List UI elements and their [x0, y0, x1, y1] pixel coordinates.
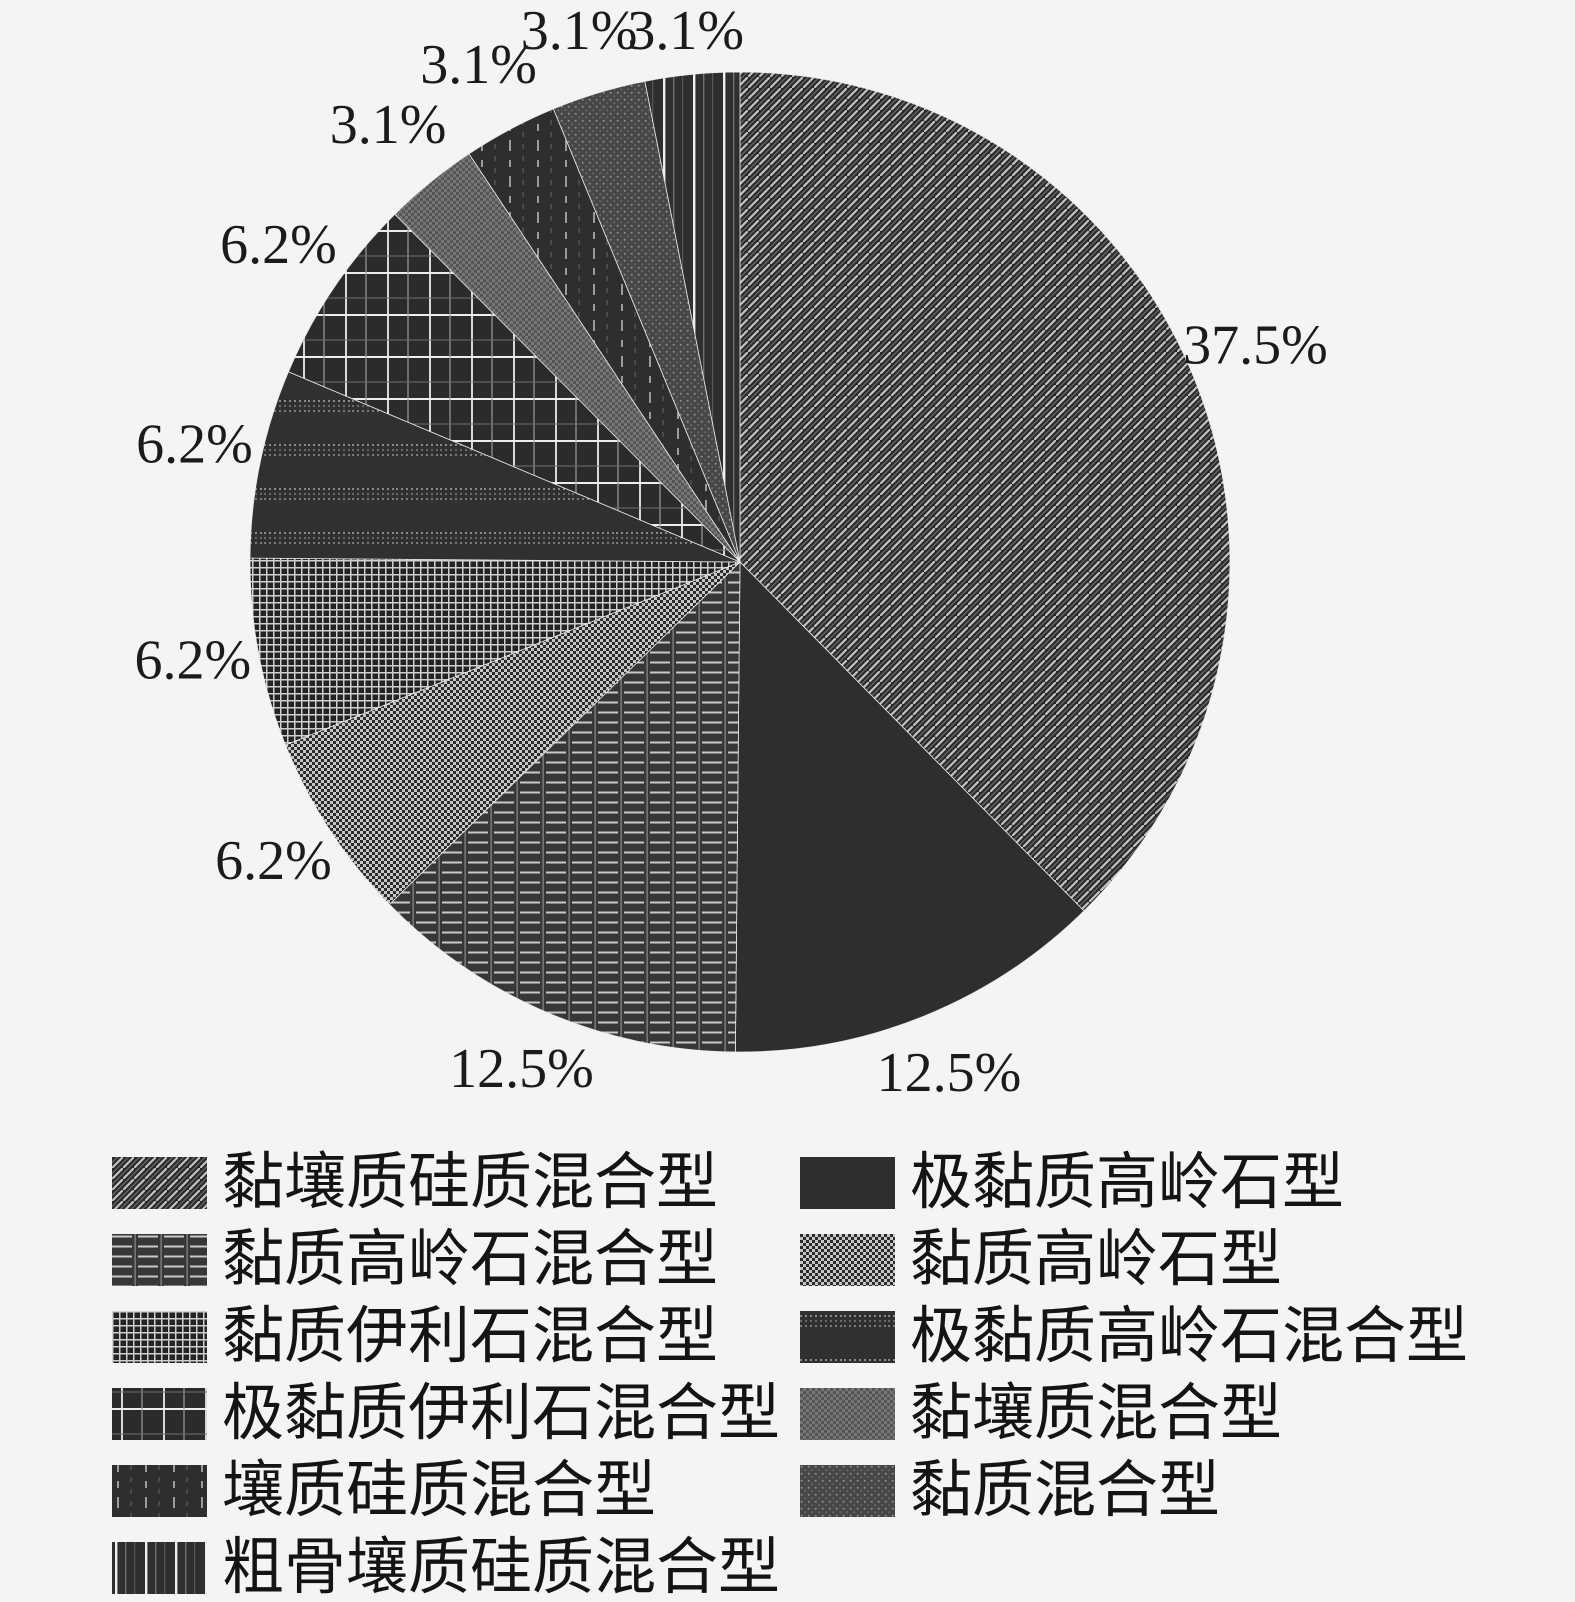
legend-swatch-icon: [112, 1234, 207, 1286]
slice-percent-label: 6.2%: [136, 413, 253, 475]
legend-swatch-icon: [800, 1234, 895, 1286]
legend-swatch-icon: [112, 1542, 207, 1594]
legend-item: 粗骨壤质硅质混合型: [112, 1535, 780, 1601]
pie-percent-labels: 37.5%12.5%12.5%6.2%6.2%6.2%6.2%3.1%3.1%3…: [134, 0, 1327, 1104]
legend-item: 极黏质伊利石混合型: [112, 1381, 780, 1447]
legend-item: 黏壤质硅质混合型: [112, 1150, 718, 1216]
slice-percent-label: 6.2%: [134, 630, 251, 692]
legend-item: 极黏质高岭石型: [800, 1150, 1344, 1216]
legend-item-label: 黏质高岭石混合型: [222, 1226, 719, 1294]
legend-item: 黏质混合型: [800, 1458, 1220, 1524]
slice-percent-label: 3.1%: [521, 0, 638, 62]
legend-item: 壤质硅质混合型: [112, 1458, 656, 1524]
legend-swatch-icon: [112, 1311, 207, 1363]
legend-item-label: 黏壤质硅质混合型: [222, 1149, 719, 1217]
slice-percent-label: 3.1%: [330, 94, 447, 156]
legend-swatch-icon: [112, 1465, 207, 1517]
legend-swatch-icon: [800, 1388, 895, 1440]
slice-percent-label: 6.2%: [220, 214, 337, 276]
legend-item: 黏质高岭石混合型: [112, 1227, 718, 1293]
legend-item: 极黏质高岭石混合型: [800, 1304, 1468, 1370]
legend-item-label: 极黏质高岭石型: [910, 1149, 1345, 1217]
slice-percent-label: 3.1%: [627, 0, 744, 62]
legend-swatch-icon: [112, 1388, 207, 1440]
legend-item-label: 极黏质伊利石混合型: [222, 1380, 781, 1448]
legend-item-label: 极黏质高岭石混合型: [910, 1303, 1469, 1371]
legend-item: 黏质高岭石型: [800, 1227, 1282, 1293]
pie-slice: [734, 561, 1085, 1053]
pie-wedges: [249, 71, 1231, 1053]
pie-slice: [287, 213, 741, 563]
slice-percent-label: 37.5%: [1183, 315, 1328, 377]
legend-item: 黏壤质混合型: [800, 1381, 1282, 1447]
slice-percent-label: 12.5%: [877, 1042, 1022, 1104]
slice-percent-label: 12.5%: [449, 1038, 594, 1100]
pie-slice: [284, 561, 741, 905]
pie-slice: [249, 371, 741, 563]
legend-swatch-icon: [800, 1465, 895, 1517]
legend-item-label: 黏壤质混合型: [910, 1380, 1283, 1448]
legend-swatch-icon: [800, 1157, 895, 1209]
legend-item-label: 壤质硅质混合型: [222, 1457, 657, 1525]
pie-slice: [739, 71, 1231, 912]
legend-item-label: 粗骨壤质硅质混合型: [222, 1534, 781, 1602]
legend-item-label: 黏质混合型: [910, 1457, 1221, 1525]
pie-slice: [249, 557, 741, 746]
slice-percent-label: 3.1%: [420, 34, 537, 96]
legend-swatch-icon: [112, 1157, 207, 1209]
pie-slice: [644, 71, 741, 563]
legend-item: 黏质伊利石混合型: [112, 1304, 718, 1370]
legend-swatch-icon: [800, 1311, 895, 1363]
slice-percent-label: 6.2%: [215, 830, 332, 892]
legend-item-label: 黏质高岭石型: [910, 1226, 1283, 1294]
legend-item-label: 黏质伊利石混合型: [222, 1303, 719, 1371]
pie-slice: [388, 561, 741, 1053]
